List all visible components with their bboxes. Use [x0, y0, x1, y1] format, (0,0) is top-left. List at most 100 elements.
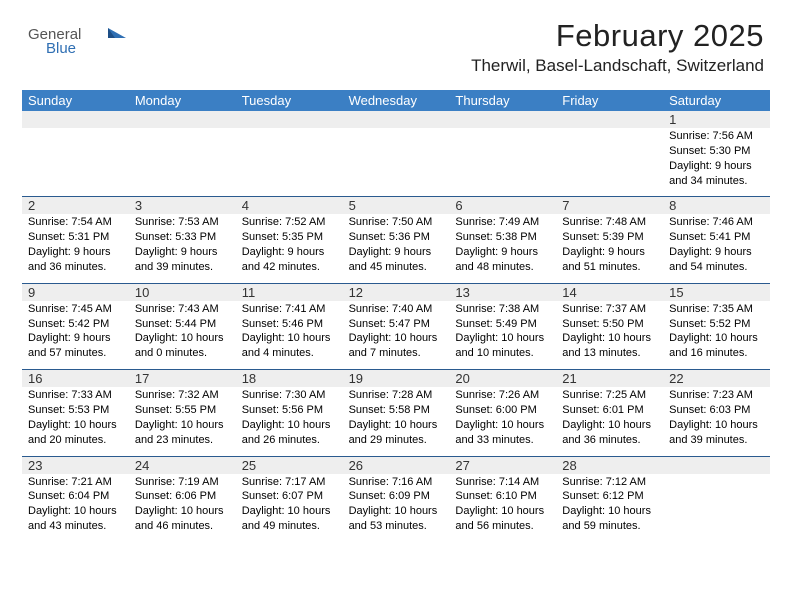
day-number	[22, 111, 129, 128]
week-row: 2345678Sunrise: 7:54 AMSunset: 5:31 PMDa…	[22, 196, 770, 280]
generalblue-logo-icon: General Blue	[28, 24, 146, 64]
sunset-text: Sunset: 5:50 PM	[562, 317, 657, 332]
day-number: 7	[556, 197, 663, 214]
sunset-text: Sunset: 5:44 PM	[135, 317, 230, 332]
sunrise-text: Sunrise: 7:23 AM	[669, 388, 764, 403]
svg-text:Blue: Blue	[46, 40, 76, 57]
day-details: Sunrise: 7:37 AMSunset: 5:50 PMDaylight:…	[556, 301, 663, 367]
day-details: Sunrise: 7:12 AMSunset: 6:12 PMDaylight:…	[556, 474, 663, 540]
day-number: 16	[22, 370, 129, 387]
sunrise-text: Sunrise: 7:50 AM	[349, 215, 444, 230]
brand-logo: General Blue	[28, 18, 146, 64]
day-number: 6	[449, 197, 556, 214]
day-details: Sunrise: 7:28 AMSunset: 5:58 PMDaylight:…	[343, 387, 450, 453]
day-of-week-header: Sunday Monday Tuesday Wednesday Thursday…	[22, 90, 770, 111]
daylight-text: Daylight: 10 hours and 59 minutes.	[562, 504, 657, 534]
day-number: 28	[556, 457, 663, 474]
sunrise-text: Sunrise: 7:14 AM	[455, 475, 550, 490]
day-details: Sunrise: 7:40 AMSunset: 5:47 PMDaylight:…	[343, 301, 450, 367]
sunset-text: Sunset: 6:07 PM	[242, 489, 337, 504]
daylight-text: Daylight: 9 hours and 34 minutes.	[669, 159, 764, 189]
day-details: Sunrise: 7:30 AMSunset: 5:56 PMDaylight:…	[236, 387, 343, 453]
sunrise-text: Sunrise: 7:33 AM	[28, 388, 123, 403]
sunset-text: Sunset: 5:52 PM	[669, 317, 764, 332]
day-number	[556, 111, 663, 128]
day-details: Sunrise: 7:25 AMSunset: 6:01 PMDaylight:…	[556, 387, 663, 453]
month-title: February 2025	[471, 18, 764, 54]
day-number: 25	[236, 457, 343, 474]
sunrise-text: Sunrise: 7:25 AM	[562, 388, 657, 403]
day-details: Sunrise: 7:35 AMSunset: 5:52 PMDaylight:…	[663, 301, 770, 367]
dow-saturday: Saturday	[663, 90, 770, 111]
daylight-text: Daylight: 9 hours and 45 minutes.	[349, 245, 444, 275]
sunset-text: Sunset: 6:03 PM	[669, 403, 764, 418]
sunrise-text: Sunrise: 7:21 AM	[28, 475, 123, 490]
day-number-row: 9101112131415	[22, 284, 770, 301]
daylight-text: Daylight: 10 hours and 29 minutes.	[349, 418, 444, 448]
sunrise-text: Sunrise: 7:37 AM	[562, 302, 657, 317]
sunset-text: Sunset: 5:31 PM	[28, 230, 123, 245]
day-details	[343, 128, 450, 194]
day-body-row: Sunrise: 7:54 AMSunset: 5:31 PMDaylight:…	[22, 214, 770, 280]
day-details: Sunrise: 7:46 AMSunset: 5:41 PMDaylight:…	[663, 214, 770, 280]
dow-wednesday: Wednesday	[343, 90, 450, 111]
sunrise-text: Sunrise: 7:43 AM	[135, 302, 230, 317]
dow-friday: Friday	[556, 90, 663, 111]
sunrise-text: Sunrise: 7:48 AM	[562, 215, 657, 230]
sunset-text: Sunset: 5:46 PM	[242, 317, 337, 332]
day-body-row: Sunrise: 7:56 AMSunset: 5:30 PMDaylight:…	[22, 128, 770, 194]
sunset-text: Sunset: 6:12 PM	[562, 489, 657, 504]
day-number: 8	[663, 197, 770, 214]
day-details: Sunrise: 7:21 AMSunset: 6:04 PMDaylight:…	[22, 474, 129, 540]
calendar: Sunday Monday Tuesday Wednesday Thursday…	[22, 90, 770, 540]
daylight-text: Daylight: 10 hours and 33 minutes.	[455, 418, 550, 448]
day-number	[343, 111, 450, 128]
day-details: Sunrise: 7:53 AMSunset: 5:33 PMDaylight:…	[129, 214, 236, 280]
sunrise-text: Sunrise: 7:52 AM	[242, 215, 337, 230]
sunset-text: Sunset: 5:58 PM	[349, 403, 444, 418]
daylight-text: Daylight: 10 hours and 7 minutes.	[349, 331, 444, 361]
day-details: Sunrise: 7:56 AMSunset: 5:30 PMDaylight:…	[663, 128, 770, 194]
day-details: Sunrise: 7:45 AMSunset: 5:42 PMDaylight:…	[22, 301, 129, 367]
title-block: February 2025 Therwil, Basel-Landschaft,…	[471, 18, 764, 76]
day-details: Sunrise: 7:49 AMSunset: 5:38 PMDaylight:…	[449, 214, 556, 280]
day-details: Sunrise: 7:19 AMSunset: 6:06 PMDaylight:…	[129, 474, 236, 540]
daylight-text: Daylight: 10 hours and 46 minutes.	[135, 504, 230, 534]
daylight-text: Daylight: 9 hours and 51 minutes.	[562, 245, 657, 275]
day-details: Sunrise: 7:38 AMSunset: 5:49 PMDaylight:…	[449, 301, 556, 367]
sunrise-text: Sunrise: 7:26 AM	[455, 388, 550, 403]
day-body-row: Sunrise: 7:21 AMSunset: 6:04 PMDaylight:…	[22, 474, 770, 540]
sunrise-text: Sunrise: 7:40 AM	[349, 302, 444, 317]
day-number	[449, 111, 556, 128]
day-details: Sunrise: 7:41 AMSunset: 5:46 PMDaylight:…	[236, 301, 343, 367]
day-details	[22, 128, 129, 194]
sunset-text: Sunset: 5:56 PM	[242, 403, 337, 418]
location-text: Therwil, Basel-Landschaft, Switzerland	[471, 56, 764, 76]
sunset-text: Sunset: 5:55 PM	[135, 403, 230, 418]
day-number: 15	[663, 284, 770, 301]
day-number: 13	[449, 284, 556, 301]
day-details: Sunrise: 7:54 AMSunset: 5:31 PMDaylight:…	[22, 214, 129, 280]
daylight-text: Daylight: 10 hours and 56 minutes.	[455, 504, 550, 534]
sunset-text: Sunset: 5:39 PM	[562, 230, 657, 245]
sunrise-text: Sunrise: 7:12 AM	[562, 475, 657, 490]
day-number-row: 2345678	[22, 197, 770, 214]
day-number: 20	[449, 370, 556, 387]
day-details: Sunrise: 7:16 AMSunset: 6:09 PMDaylight:…	[343, 474, 450, 540]
dow-monday: Monday	[129, 90, 236, 111]
sunset-text: Sunset: 5:36 PM	[349, 230, 444, 245]
day-details: Sunrise: 7:33 AMSunset: 5:53 PMDaylight:…	[22, 387, 129, 453]
day-number: 27	[449, 457, 556, 474]
sunrise-text: Sunrise: 7:19 AM	[135, 475, 230, 490]
day-body-row: Sunrise: 7:45 AMSunset: 5:42 PMDaylight:…	[22, 301, 770, 367]
sunrise-text: Sunrise: 7:49 AM	[455, 215, 550, 230]
day-number: 12	[343, 284, 450, 301]
day-details: Sunrise: 7:50 AMSunset: 5:36 PMDaylight:…	[343, 214, 450, 280]
day-details	[449, 128, 556, 194]
sunrise-text: Sunrise: 7:32 AM	[135, 388, 230, 403]
day-number-row: 16171819202122	[22, 370, 770, 387]
sunrise-text: Sunrise: 7:38 AM	[455, 302, 550, 317]
sunset-text: Sunset: 5:42 PM	[28, 317, 123, 332]
day-number: 17	[129, 370, 236, 387]
day-details: Sunrise: 7:48 AMSunset: 5:39 PMDaylight:…	[556, 214, 663, 280]
